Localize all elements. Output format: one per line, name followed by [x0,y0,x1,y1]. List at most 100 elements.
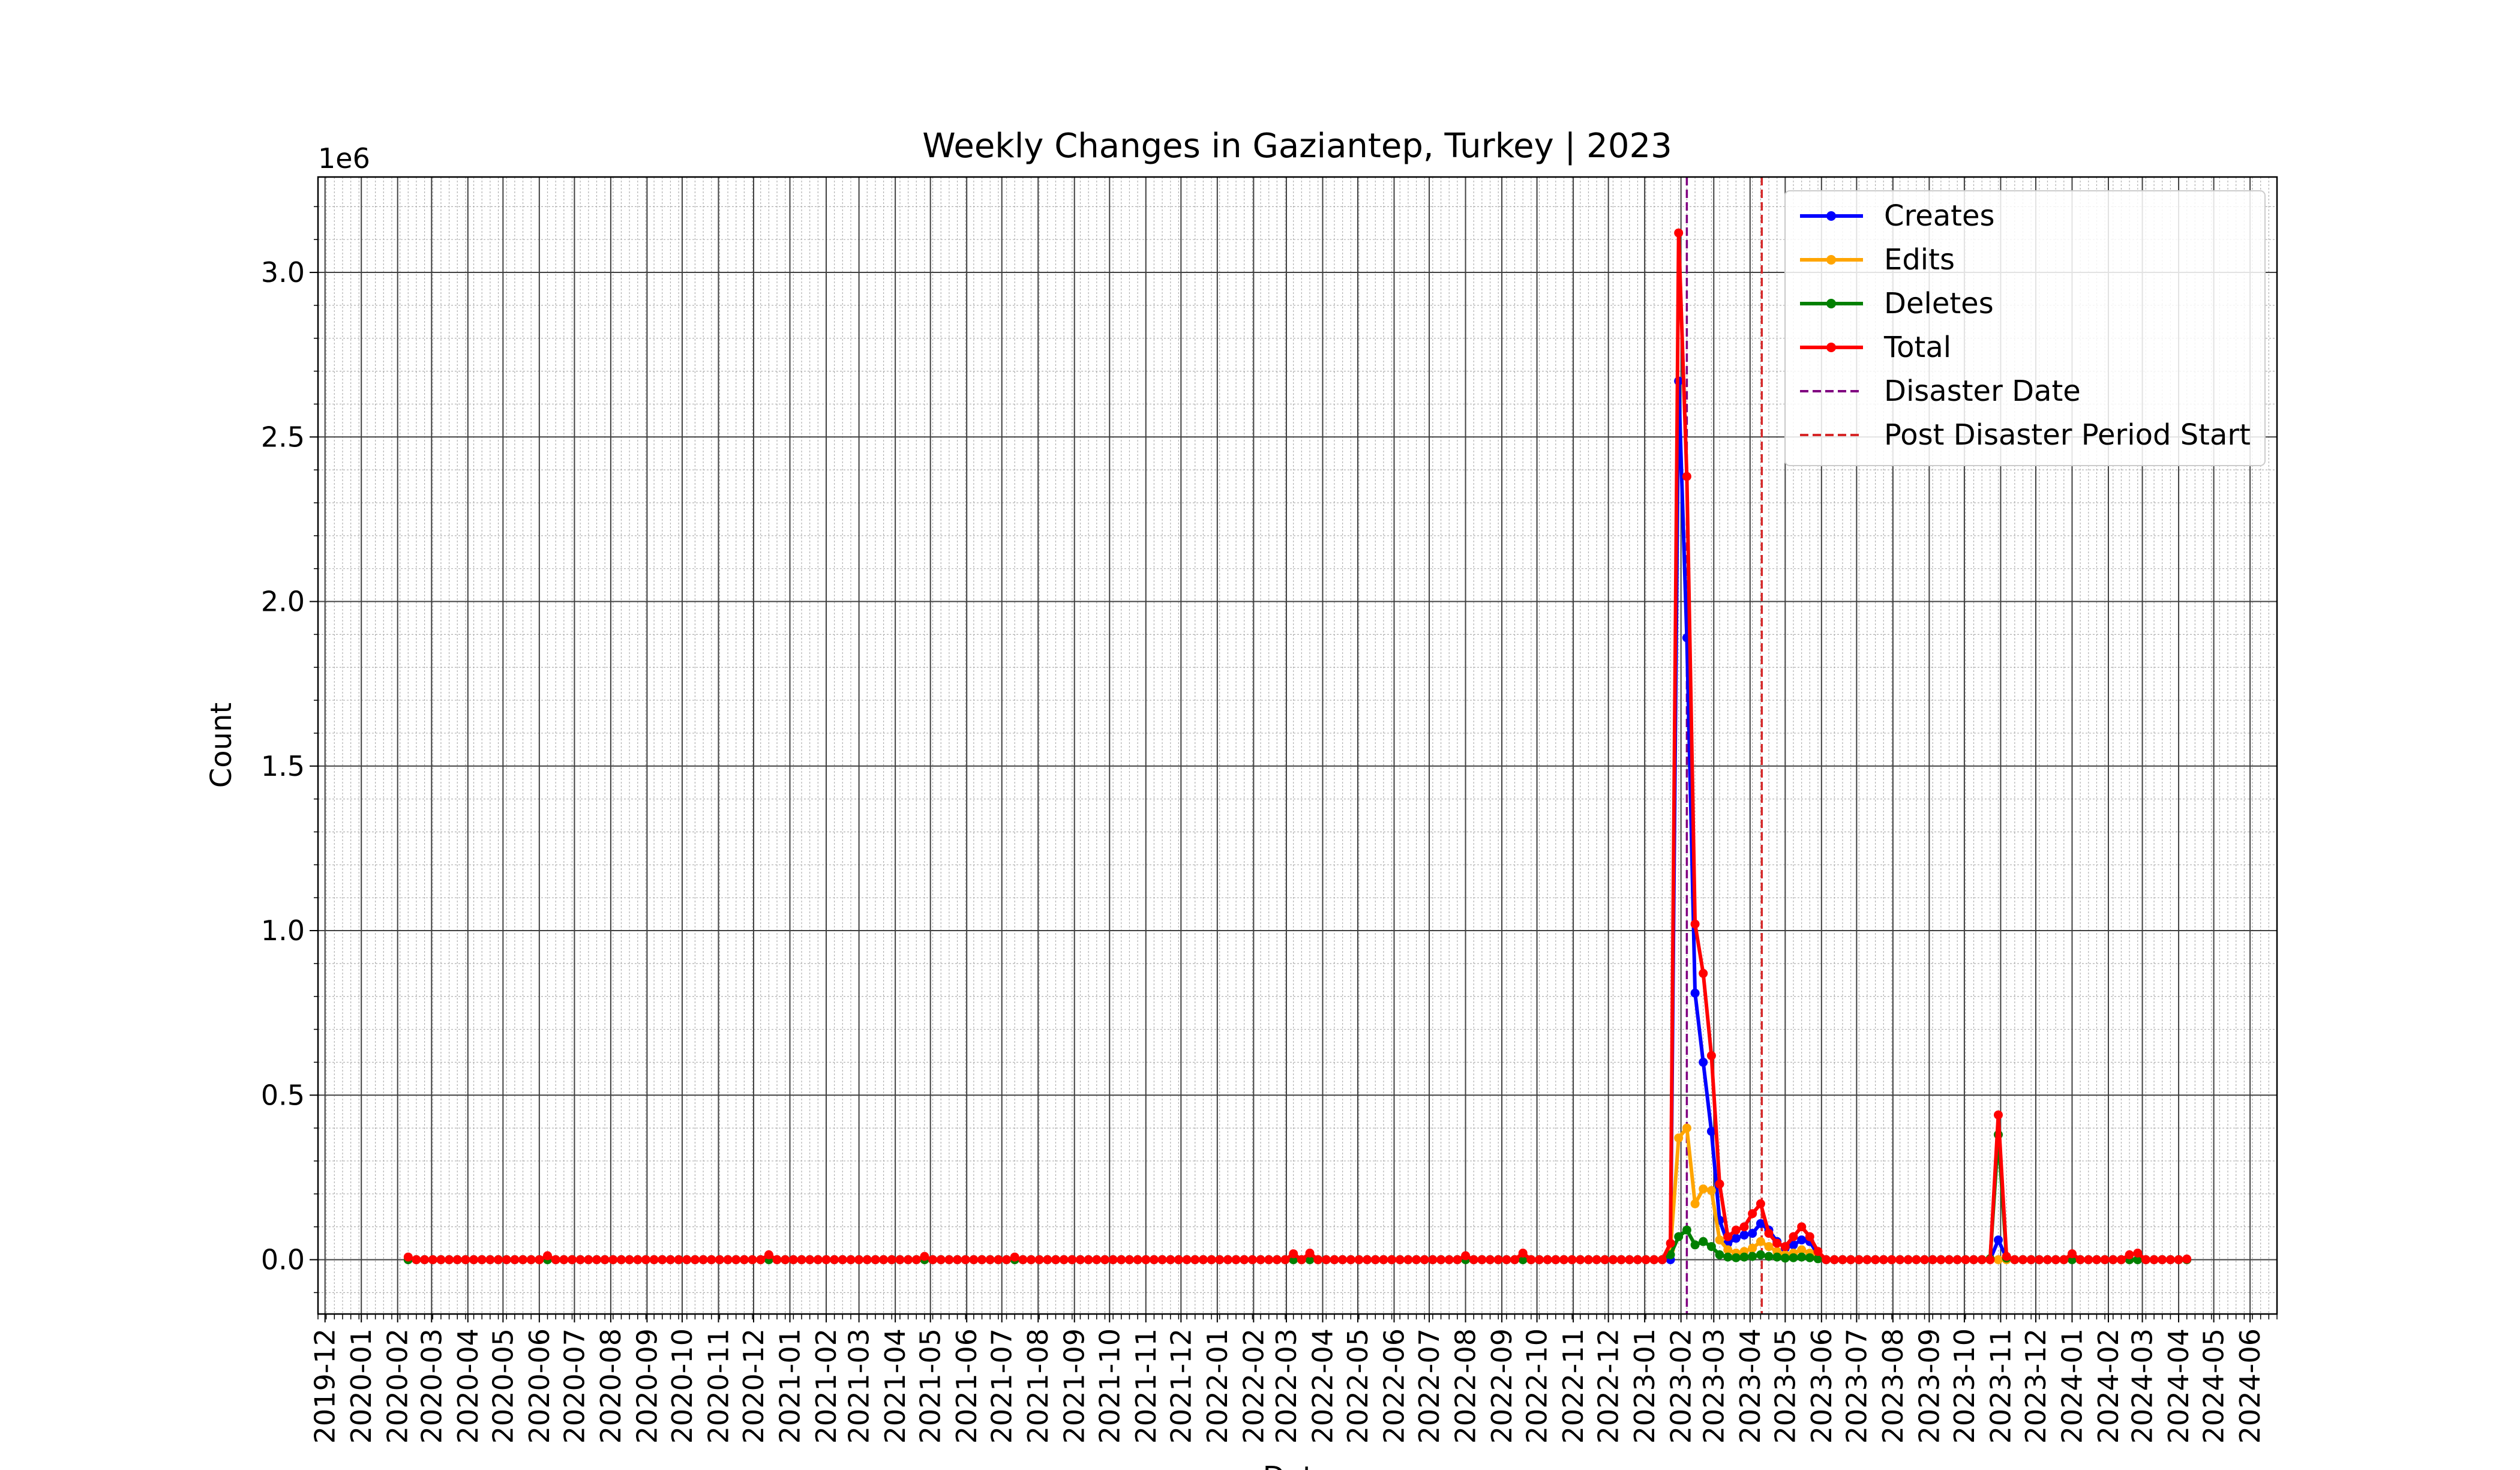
x-tick-label: 2020-03 [415,1328,448,1444]
x-axis-label: Date [1263,1460,1332,1470]
x-tick-label: 2020-01 [345,1328,377,1444]
data-point-total [436,1255,446,1264]
data-point-total [2100,1255,2110,1264]
data-point-total [518,1255,527,1264]
data-point-total [715,1255,724,1264]
data-point-total [969,1255,979,1264]
data-point-total [568,1255,577,1264]
x-tick-label: 2024-01 [2056,1328,2088,1444]
data-point-total [1321,1255,1331,1264]
data-point-deletes [1780,1253,1790,1263]
data-point-total [600,1255,610,1264]
data-point-total [2035,1255,2044,1264]
data-point-deletes [1715,1250,1724,1259]
x-tick-label: 2023-12 [2020,1328,2052,1444]
data-point-total [2165,1255,2175,1264]
data-point-total [920,1252,929,1261]
data-point-total [1370,1255,1380,1264]
y-axis-label: Count [205,703,238,788]
data-point-total [1666,1238,1675,1248]
data-point-total [403,1252,413,1262]
series-total [403,228,2192,1264]
data-point-total [2125,1250,2134,1259]
y-tick-label: 2.0 [261,586,305,618]
data-point-total [592,1255,601,1264]
data-point-total [2002,1252,2011,1261]
x-tick-label: 2021-05 [914,1328,947,1444]
data-point-deletes [1699,1237,1708,1246]
data-point-total [1829,1255,1839,1264]
data-point-total [2059,1255,2069,1264]
data-point-total [977,1255,986,1264]
x-tick-label: 2023-02 [1665,1328,1697,1444]
data-point-total [2092,1255,2101,1264]
data-point-total [1297,1255,1306,1264]
data-point-edits [1994,1255,2003,1264]
x-tick-label: 2024-04 [2162,1328,2195,1444]
data-point-total [1272,1255,1282,1264]
data-point-total [805,1255,815,1264]
data-point-total [1551,1255,1561,1264]
data-point-total [1592,1255,1601,1264]
data-point-edits [1748,1243,1757,1253]
data-point-deletes [1674,1232,1684,1241]
x-tick-label: 2021-10 [1093,1328,1126,1444]
data-point-total [1346,1255,1355,1264]
data-point-total [1493,1255,1503,1264]
data-point-total [551,1255,560,1264]
data-point-total [1854,1255,1864,1264]
legend-marker-deletes [1826,299,1836,308]
data-point-deletes [1690,1240,1700,1250]
series-line-deletes [408,1133,2187,1262]
data-point-total [1805,1232,1814,1241]
data-point-total [1879,1255,1888,1264]
data-point-total [535,1255,544,1264]
data-point-total [781,1255,790,1264]
data-point-creates [1748,1229,1757,1238]
x-tick-label: 2022-01 [1201,1328,1234,1444]
data-point-total [887,1255,896,1264]
data-point-total [1387,1255,1397,1264]
data-point-total [1477,1255,1487,1264]
data-point-total [1772,1238,1782,1248]
data-point-total [1166,1255,1175,1264]
data-point-total [1526,1255,1536,1264]
y-offset-label: 1e6 [318,142,370,175]
x-tick-label: 2024-05 [2198,1328,2230,1444]
x-tick-label: 2021-08 [1022,1328,1054,1444]
data-point-creates [1731,1234,1741,1243]
x-tick-label: 2022-03 [1270,1328,1303,1444]
data-point-total [813,1255,823,1264]
data-point-creates [1797,1235,1807,1245]
y-tick-label: 0.5 [261,1079,305,1111]
legend-label-creates: Creates [1884,199,1995,233]
legend-box [1784,190,2266,466]
data-point-total [1789,1232,1798,1241]
data-point-total [1010,1252,1019,1262]
data-point-total [445,1255,454,1264]
data-point-total [953,1255,962,1264]
legend-label-deletes: Deletes [1884,287,1994,320]
data-point-total [1051,1255,1060,1264]
data-point-total [2149,1255,2159,1264]
data-point-total [1379,1255,1388,1264]
data-point-total [1985,1255,1995,1264]
data-point-total [1928,1255,1937,1264]
x-tick-label: 2023-06 [1805,1328,1838,1444]
data-point-total [1034,1255,1044,1264]
x-tick-label: 2020-05 [487,1328,519,1444]
data-point-total [1436,1255,1446,1264]
y-tick-label: 2.5 [261,421,305,453]
data-point-total [1748,1209,1757,1219]
y-tick-label: 1.5 [261,750,305,782]
data-point-total [1305,1249,1315,1258]
legend-label-post-disaster-period-start: Post Disaster Period Start [1884,418,2251,452]
data-point-deletes [1764,1252,1774,1261]
data-point-deletes [1305,1255,1315,1264]
series-deletes [403,1130,2192,1264]
x-tick-label: 2021-06 [950,1328,983,1444]
legend-marker-creates [1826,211,1836,221]
data-point-total [1609,1255,1618,1264]
x-tick-label: 2023-09 [1913,1328,1945,1444]
data-point-total [1723,1232,1733,1241]
